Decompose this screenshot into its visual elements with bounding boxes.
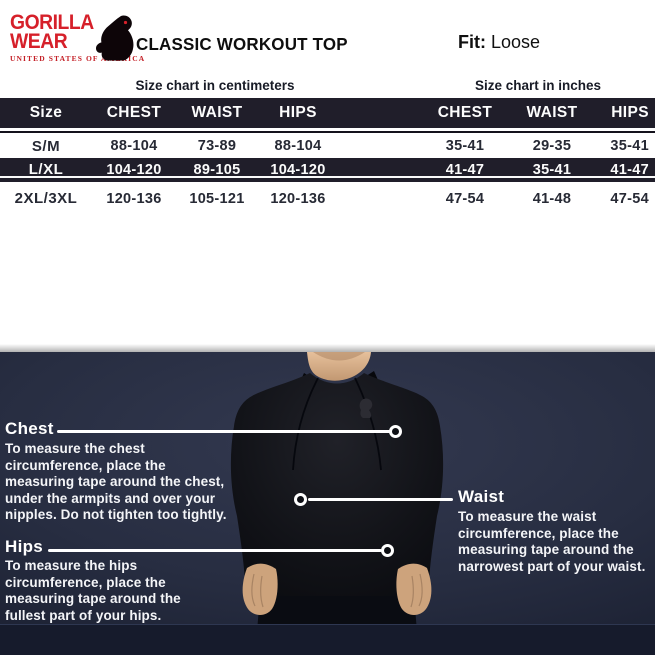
model-neck — [307, 352, 371, 381]
hips-in-cell: 47-54 — [610, 191, 649, 207]
column-header-size: Size — [29, 104, 63, 121]
chest-cm-cell: 120-136 — [106, 191, 162, 207]
column-header-hips-cm: HIPS — [279, 104, 317, 121]
measuring-guide-photo — [0, 352, 655, 655]
hips-measure-line — [48, 549, 382, 552]
photo-top-shadow — [0, 344, 655, 352]
waist-in-cell: 35-41 — [532, 162, 572, 178]
waist-in-cell: 41-48 — [532, 191, 572, 207]
page-title: CLASSIC WORKOUT TOP — [136, 34, 348, 54]
chest-measure-marker — [389, 425, 402, 438]
hips-in-cell: 35-41 — [610, 138, 649, 154]
size-cell: L/XL — [28, 161, 64, 178]
cm-chart-title: Size chart in centimeters — [135, 78, 295, 93]
chest-in-cell: 35-41 — [445, 138, 485, 154]
hips-in-cell: 41-47 — [610, 162, 649, 178]
hips-cm-cell: 88-104 — [274, 138, 322, 154]
hips-guide-title: Hips — [5, 537, 44, 556]
table-header-row: Size CHEST WAIST HIPS CHEST WAIST HIPS — [0, 98, 655, 128]
fit-value: Loose — [491, 32, 541, 52]
waist-cm-cell: 89-105 — [193, 162, 241, 178]
column-header-chest-in: CHEST — [437, 104, 493, 121]
brand-tagline: UNITED STATES OF AMERICA — [10, 54, 146, 63]
chest-cm-cell: 104-120 — [106, 162, 162, 178]
chest-in-cell: 47-54 — [445, 191, 485, 207]
brand-word-2: WEAR — [10, 30, 68, 53]
table-row-sm: S/M 88-104 73-89 88-104 35-41 29-35 35-4… — [0, 131, 655, 158]
fit-label: Fit: — [458, 32, 486, 52]
size-cell: 2XL/3XL — [14, 190, 78, 207]
hips-measure-marker — [381, 544, 394, 557]
size-cell: S/M — [31, 138, 61, 155]
chest-guide-description: To measure the chest circumference, plac… — [5, 441, 227, 522]
column-header-hips-in: HIPS — [611, 104, 649, 121]
photo-bottom-strip — [0, 624, 655, 655]
table-row-2xl3xl: 2XL/3XL 120-136 105-121 120-136 47-54 41… — [0, 182, 655, 216]
column-header-chest-cm: CHEST — [106, 104, 162, 121]
chest-cm-cell: 88-104 — [110, 138, 158, 154]
hips-guide-description: To measure the hips circumference, place… — [5, 558, 181, 623]
chest-measure-line — [57, 430, 391, 433]
chest-guide-title: Chest — [5, 419, 54, 438]
waist-in-cell: 29-35 — [532, 138, 572, 154]
fit-info: Fit: Loose — [458, 32, 540, 53]
brand-logo: GORILLA WEAR UNITED STATES OF AMERICA — [10, 11, 146, 63]
waist-guide-description: To measure the waist circumference, plac… — [458, 509, 646, 574]
waist-guide-title: Waist — [458, 487, 505, 506]
chest-in-cell: 41-47 — [445, 162, 485, 178]
shirt-logo-mark — [359, 398, 373, 418]
table-row-lxl-highlighted: L/XL 104-120 89-105 104-120 41-47 35-41 … — [0, 158, 655, 182]
size-chart: Size chart in centimeters Size chart in … — [0, 78, 655, 216]
waist-cm-cell: 73-89 — [197, 138, 237, 154]
waist-measure-line — [308, 498, 453, 501]
hips-cm-cell: 120-136 — [270, 191, 326, 207]
hips-cm-cell: 104-120 — [270, 162, 326, 178]
column-header-waist-in: WAIST — [526, 104, 578, 121]
inches-chart-title: Size chart in inches — [474, 78, 602, 93]
waist-measure-marker — [294, 493, 307, 506]
waist-cm-cell: 105-121 — [189, 191, 245, 207]
gorilla-icon — [96, 15, 134, 61]
brand-word-1: GORILLA — [10, 11, 94, 34]
column-header-waist-cm: WAIST — [191, 104, 243, 121]
